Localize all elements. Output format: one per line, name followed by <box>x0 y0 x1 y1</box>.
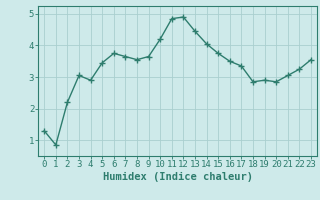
X-axis label: Humidex (Indice chaleur): Humidex (Indice chaleur) <box>103 172 252 182</box>
